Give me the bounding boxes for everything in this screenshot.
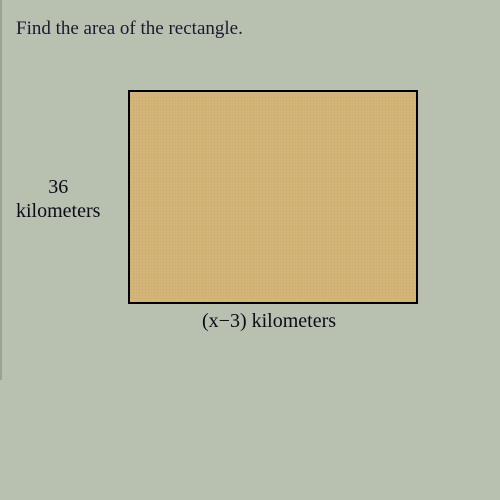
height-value: 36: [16, 175, 100, 199]
rectangle-shape: [128, 90, 418, 304]
height-unit: kilometers: [16, 199, 100, 223]
diagram-container: 36 kilometers (x−3) kilometers: [12, 90, 490, 370]
question-prompt: Find the area of the rectangle.: [12, 18, 490, 40]
content-wrapper: Find the area of the rectangle. 36 kilom…: [0, 0, 500, 380]
width-label: (x−3) kilometers: [202, 310, 336, 333]
height-label: 36 kilometers: [16, 175, 100, 223]
